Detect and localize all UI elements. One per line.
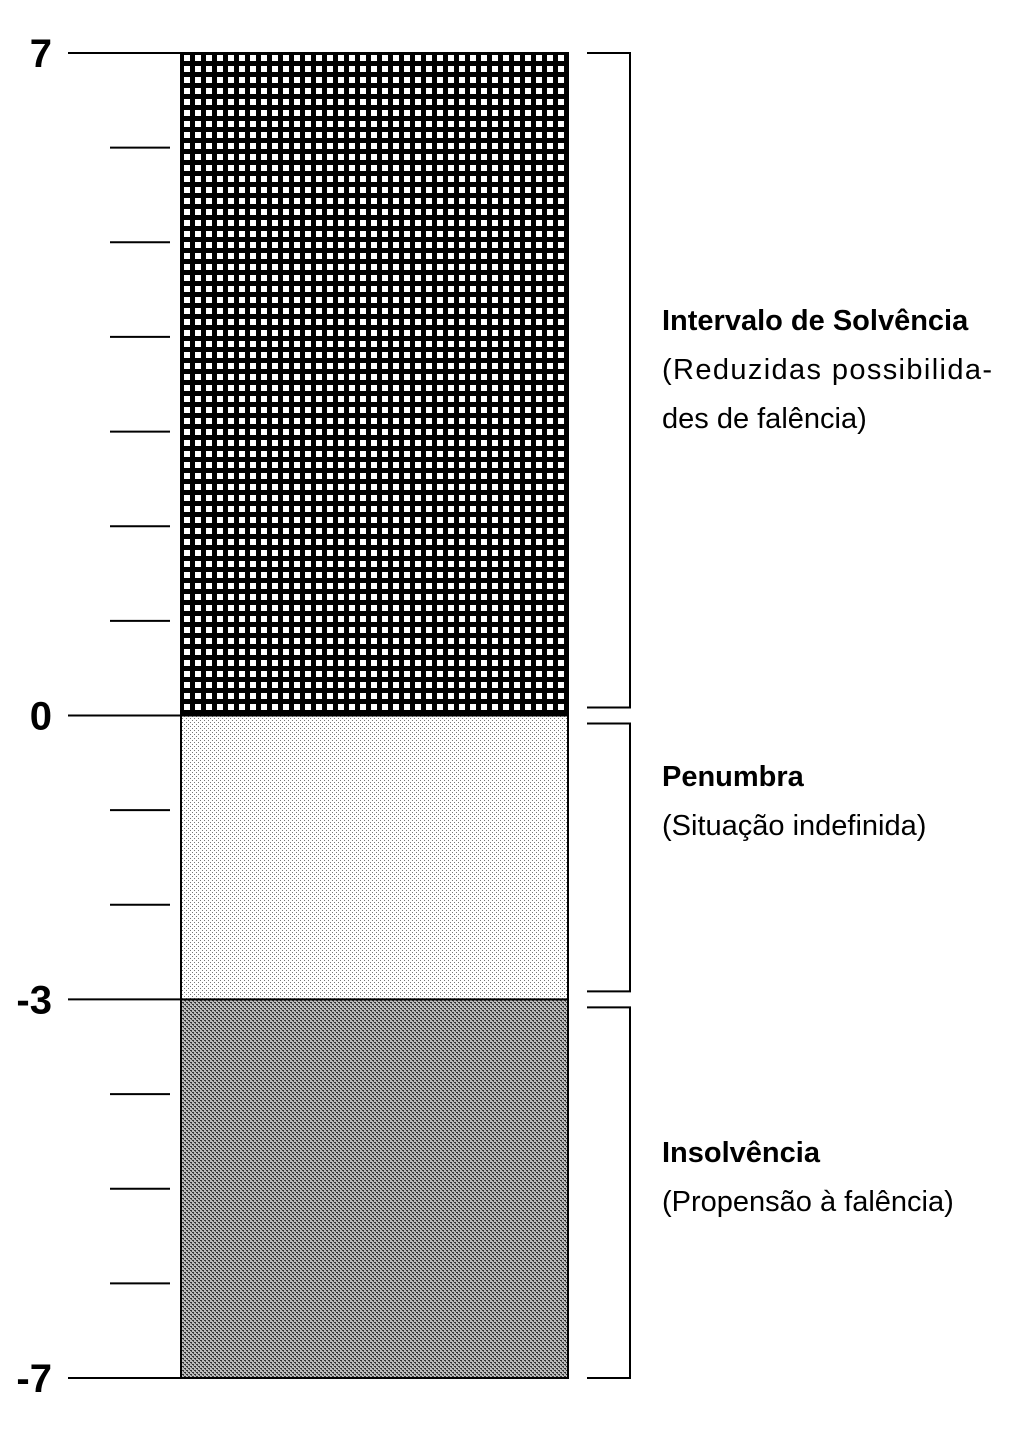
brackets-layer [587, 52, 631, 1379]
zone-description-solvencia-line-1: (Reduzidas possibilida- [662, 354, 992, 386]
zone-bar-insolvencia [180, 998, 569, 1380]
zones-layer [180, 52, 569, 1380]
zone-bracket-solvencia [587, 52, 631, 709]
zone-bar-penumbra [180, 714, 569, 1001]
zone-description-insolvencia-line-1: (Propensão à falência) [662, 1186, 954, 1218]
zone-bracket-insolvencia [587, 1006, 631, 1379]
tick-label-0: 0 [30, 695, 52, 739]
zone-bar-solvencia [180, 52, 569, 717]
ticks-layer: 7 0 -3 -7 [16, 32, 181, 1401]
zone-description-solvencia-line-2: des de falência) [662, 403, 867, 435]
zone-title-solvencia: Intervalo de Solvência [662, 305, 969, 337]
tick-label-7: 7 [30, 32, 52, 76]
zone-title-insolvencia: Insolvência [662, 1137, 821, 1169]
labels-layer: Intervalo de Solvência (Reduzidas possibi… [662, 305, 992, 1218]
zone-title-penumbra: Penumbra [662, 761, 805, 793]
tick-label--7: -7 [16, 1357, 52, 1401]
tick-label--3: -3 [16, 978, 52, 1022]
zone-description-penumbra-line-1: (Situação indefinida) [662, 810, 926, 842]
zone-bracket-penumbra [587, 722, 631, 993]
